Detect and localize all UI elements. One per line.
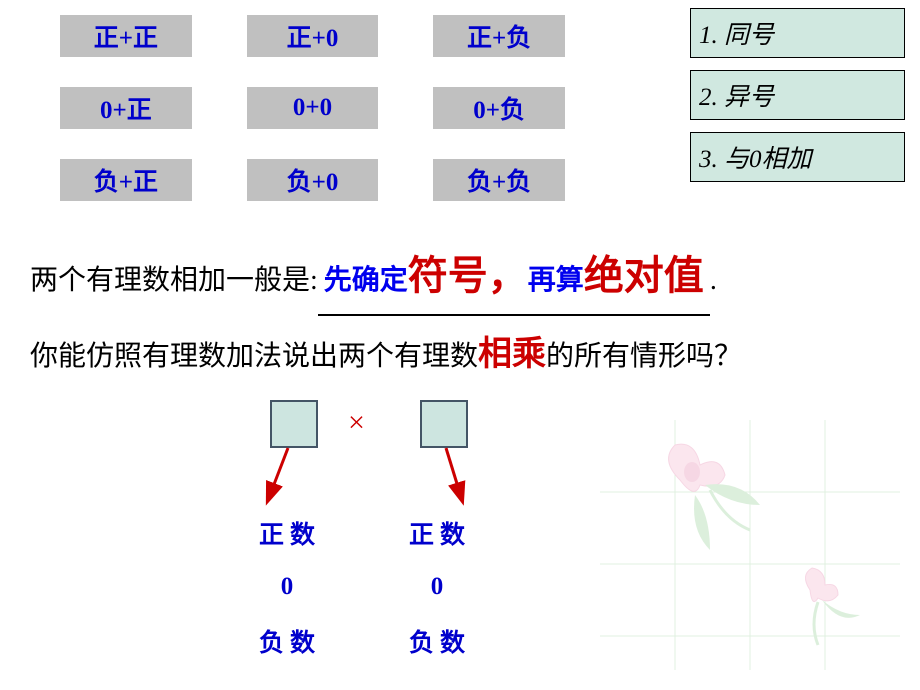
- grid-cell: 0+0: [247, 87, 379, 129]
- explanation-text: 两个有理数相加一般是: 先确定 符号， 再算 绝对值 . 你能仿照有理数加法说出…: [30, 240, 890, 385]
- option-label: 0: [380, 573, 500, 601]
- multiplication-diagram: × 正数 0 负数 正数 0 负数: [230, 400, 560, 680]
- text-red-emphasis: 符号，: [408, 240, 528, 312]
- flower-decoration: [600, 420, 900, 670]
- factor-box-right: [420, 400, 468, 448]
- text-suffix: .: [710, 256, 717, 306]
- text-part: 你能仿照有理数加法说出两个有理数: [30, 341, 478, 372]
- factor-options-left: 正数 0 负数: [230, 515, 350, 681]
- addition-cases-grid: 正+正 正+0 正+负 0+正 0+0 0+负 负+正 负+0 负+负: [60, 15, 620, 231]
- factor-options-right: 正数 0 负数: [380, 515, 500, 681]
- option-label: 正数: [230, 515, 350, 551]
- sentence-1: 两个有理数相加一般是: 先确定 符号， 再算 绝对值 .: [30, 240, 890, 316]
- grid-cell: 负+正: [60, 159, 192, 201]
- text-red-emphasis: 绝对值: [584, 240, 704, 312]
- grid-row: 0+正 0+0 0+负: [60, 87, 620, 129]
- times-symbol: ×: [348, 406, 365, 440]
- grid-cell: 正+负: [433, 15, 565, 57]
- option-label: 负数: [230, 623, 350, 659]
- text-prefix: 两个有理数相加一般是:: [30, 256, 318, 306]
- grid-cell: 负+0: [247, 159, 379, 201]
- category-item: 2. 异号: [690, 70, 905, 120]
- factor-box-left: [270, 400, 318, 448]
- category-list: 1. 同号 2. 异号 3. 与0相加: [690, 8, 905, 194]
- option-label: 正数: [380, 515, 500, 551]
- text-blue: 先确定: [324, 256, 408, 306]
- category-item: 3. 与0相加: [690, 132, 905, 182]
- grid-row: 正+正 正+0 正+负: [60, 15, 620, 57]
- underlined-answer: 先确定 符号， 再算 绝对值: [318, 240, 710, 316]
- grid-cell: 正+0: [247, 15, 379, 57]
- text-blue: 再算: [528, 256, 584, 306]
- text-red-emphasis: 相乘: [478, 336, 546, 373]
- grid-row: 负+正 负+0 负+负: [60, 159, 620, 201]
- grid-cell: 0+负: [433, 87, 565, 129]
- category-item: 1. 同号: [690, 8, 905, 58]
- text-part: 的所有情形吗？: [546, 341, 742, 372]
- option-label: 0: [230, 573, 350, 601]
- grid-cell: 负+负: [433, 159, 565, 201]
- grid-cell: 0+正: [60, 87, 192, 129]
- option-label: 负数: [380, 623, 500, 659]
- sentence-2: 你能仿照有理数加法说出两个有理数相乘的所有情形吗？: [30, 324, 890, 385]
- grid-cell: 正+正: [60, 15, 192, 57]
